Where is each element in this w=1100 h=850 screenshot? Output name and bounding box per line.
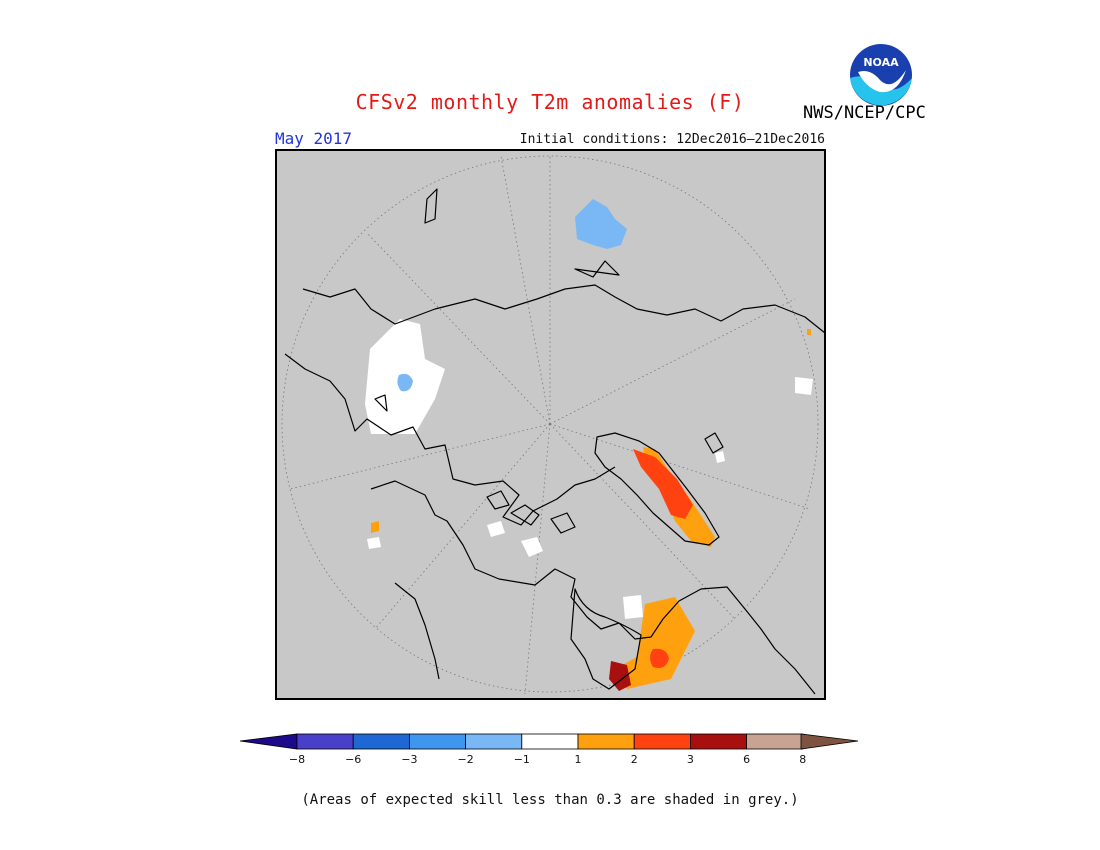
colorbar-tick-label: −3 <box>401 753 417 766</box>
initial-conditions: Initial conditions: 12Dec2016–21Dec2016 <box>519 132 825 147</box>
colorbar-tick-label: 1 <box>575 753 582 766</box>
coastline-asia <box>302 284 826 334</box>
anomaly-area-canada-white <box>623 595 643 619</box>
colorbar-swatch <box>465 733 523 750</box>
agency-label: NWS/NCEP/CPC <box>803 103 926 123</box>
colorbar-tick-label: 6 <box>743 753 750 766</box>
map-graticule <box>281 155 819 695</box>
coastlines <box>284 188 826 695</box>
colorbar-tick-label: 2 <box>631 753 638 766</box>
target-month: May 2017 <box>275 129 353 148</box>
anomaly-area-asia-cold <box>397 373 413 392</box>
coastline-greenland <box>594 432 720 546</box>
anomaly-area-canada-very-hot <box>609 661 631 691</box>
colorbar-swatch <box>746 733 804 750</box>
colorbar-swatch <box>296 733 354 750</box>
map-title: CFSv2 monthly T2m anomalies (F) <box>355 90 745 114</box>
noaa-logo-text: NOAA <box>863 56 899 69</box>
colorbar-swatch <box>689 733 747 750</box>
colorbar-left-arrow <box>239 733 298 750</box>
colorbar-swatch <box>577 733 635 750</box>
colorbar-tick-label: 3 <box>687 753 694 766</box>
anomaly-area-canada-hot <box>650 648 669 668</box>
coastline-north-america <box>370 480 816 695</box>
coastline-west-coast <box>394 582 440 680</box>
skill-footnote: (Areas of expected skill less than 0.3 a… <box>301 792 799 808</box>
polar-anomaly-map <box>275 149 826 700</box>
colorbar-tick-label: −6 <box>345 753 361 766</box>
colorbar-tick-label: −2 <box>457 753 473 766</box>
colorbar-swatch <box>408 733 466 750</box>
colorbar: −8 −6 −3 −2 −1 1 2 3 6 8 <box>239 733 859 766</box>
coastline-europe <box>284 353 616 526</box>
colorbar-swatch <box>633 733 691 750</box>
coastline-arctic-islands <box>374 188 724 534</box>
coastline-hudson <box>570 588 642 690</box>
colorbar-tick-label: 8 <box>799 753 806 766</box>
colorbar-right-arrow <box>800 733 859 750</box>
anomaly-area-greenland-hot <box>633 449 693 519</box>
map-frame <box>275 149 826 700</box>
noaa-logo: NOAA <box>850 44 912 106</box>
colorbar-swatch <box>352 733 410 750</box>
colorbar-tick-label: −1 <box>514 753 530 766</box>
colorbar-tick-label: −8 <box>289 753 305 766</box>
colorbar-swatch <box>521 733 579 750</box>
anomaly-area-atlantic-cold <box>575 199 627 249</box>
